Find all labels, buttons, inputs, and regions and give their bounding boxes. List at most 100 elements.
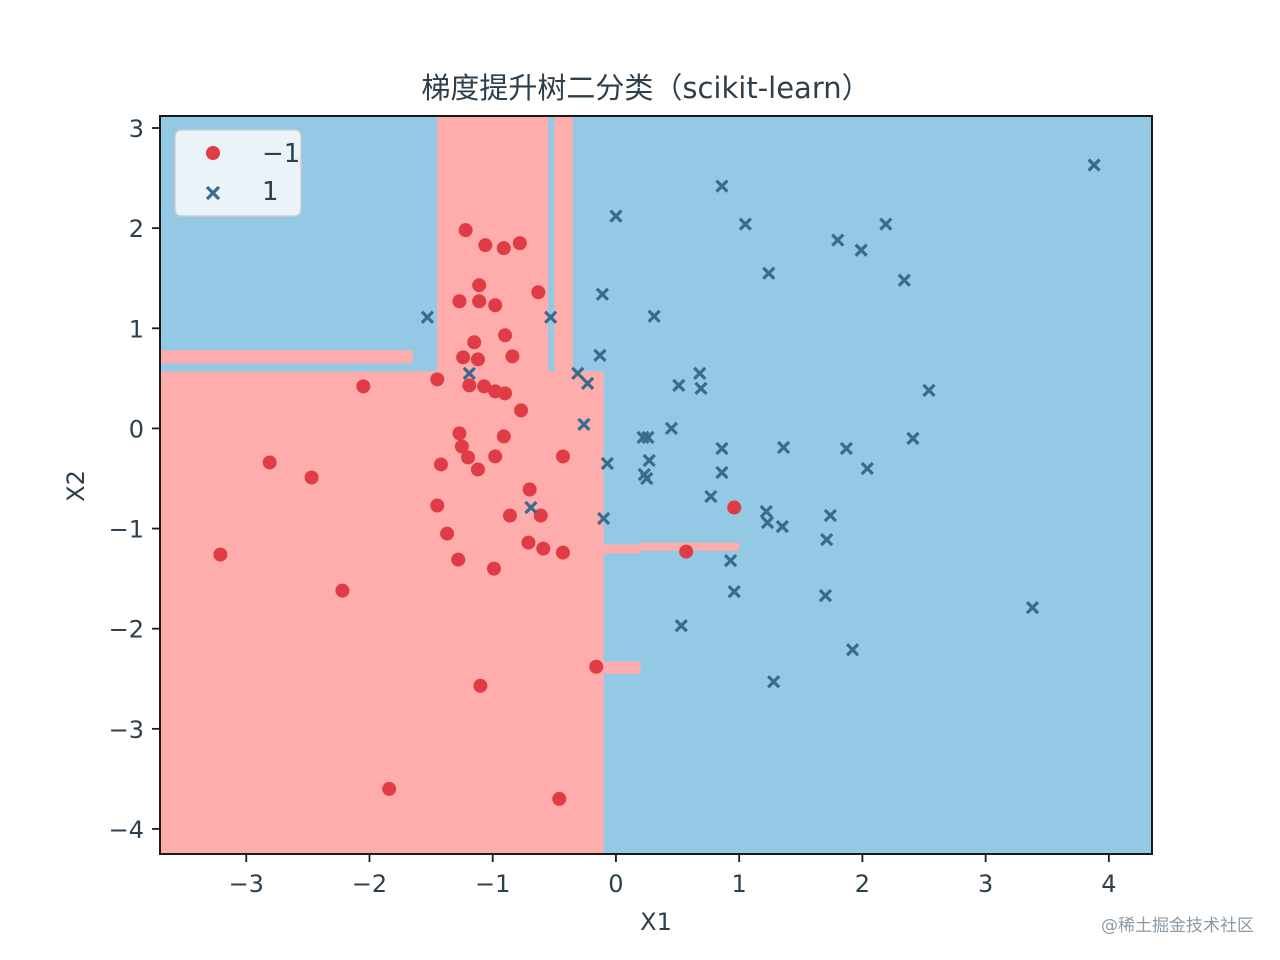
point-class-1	[879, 217, 893, 231]
x-tick-label: −1	[475, 870, 510, 898]
point-class-neg1	[531, 285, 546, 300]
point-class-neg1	[473, 678, 488, 693]
x-axis-label: X1	[640, 908, 672, 936]
point-class-neg1	[472, 294, 487, 309]
point-class-1	[760, 515, 775, 530]
point-class-neg1	[536, 541, 551, 556]
point-class-1	[609, 209, 623, 223]
x-tick-label: 0	[608, 870, 623, 898]
decision-regions	[160, 116, 1152, 854]
point-class-neg1	[430, 498, 445, 513]
point-class-1	[641, 430, 655, 445]
point-class-1	[642, 453, 656, 468]
point-class-neg1	[505, 349, 520, 364]
point-class-1	[664, 421, 679, 436]
point-class-neg1	[522, 482, 537, 497]
point-class-1	[860, 461, 874, 476]
point-class-1	[818, 589, 833, 603]
point-class-1	[715, 465, 729, 480]
point-class-neg1	[467, 335, 482, 350]
x-axis-ticks: −3 −2 −1 0 1 2 3 4	[229, 854, 1117, 898]
point-class-1	[759, 504, 773, 519]
point-class-1	[640, 471, 654, 486]
x-tick-label: 4	[1101, 870, 1116, 898]
point-class-neg1	[514, 403, 529, 418]
point-class-neg1	[458, 223, 473, 238]
legend-label-pos: 1	[262, 177, 279, 207]
x-tick-label: 3	[978, 870, 993, 898]
point-class-neg1	[452, 294, 467, 309]
point-class-1	[674, 619, 688, 633]
point-class-1	[693, 366, 707, 380]
point-class-1	[462, 366, 476, 380]
point-class-1	[823, 508, 838, 523]
point-class-neg1	[552, 791, 567, 806]
point-class-1	[596, 511, 611, 526]
point-class-neg1	[430, 372, 445, 387]
legend-label-neg: −1	[262, 139, 300, 169]
region-class-neg1	[437, 116, 549, 372]
point-class-1	[738, 217, 752, 231]
scatter-points	[213, 158, 1101, 806]
point-class-1	[524, 500, 538, 515]
region-class-neg1	[572, 501, 604, 549]
point-class-1	[580, 376, 595, 390]
point-class-1	[831, 233, 845, 247]
point-class-neg1	[470, 352, 485, 367]
legend-marker-x	[205, 185, 221, 201]
point-class-neg1	[472, 278, 487, 293]
region-class-neg1	[603, 661, 641, 674]
point-class-neg1	[262, 455, 277, 470]
point-class-1	[647, 309, 661, 323]
point-class-neg1	[356, 379, 371, 394]
point-class-1	[600, 456, 614, 471]
point-class-neg1	[478, 238, 493, 253]
point-class-neg1	[454, 439, 469, 454]
point-class-neg1	[555, 449, 570, 464]
point-class-neg1	[477, 379, 492, 394]
point-class-neg1	[462, 378, 477, 393]
point-class-1	[727, 585, 741, 599]
point-class-1	[593, 348, 607, 362]
point-class-1	[845, 643, 860, 657]
point-class-neg1	[456, 350, 471, 365]
point-class-1	[420, 310, 435, 324]
point-class-neg1	[488, 449, 503, 464]
point-class-1	[775, 519, 789, 534]
point-class-1	[839, 441, 854, 456]
point-class-neg1	[521, 535, 536, 550]
x-tick-label: 2	[855, 870, 870, 898]
point-class-neg1	[213, 547, 228, 562]
y-tick-label: −4	[109, 816, 144, 844]
point-class-neg1	[555, 545, 570, 560]
point-class-1	[704, 489, 718, 504]
point-class-1	[577, 417, 591, 432]
point-class-1	[1025, 601, 1040, 615]
y-axis-label: X2	[62, 470, 90, 502]
point-class-1	[922, 383, 936, 398]
point-class-neg1	[451, 552, 466, 567]
point-class-neg1	[727, 500, 742, 515]
y-tick-label: 3	[129, 115, 144, 143]
x-tick-label: 1	[732, 870, 747, 898]
region-class-neg1	[548, 371, 555, 484]
legend: −1 1	[174, 129, 302, 217]
y-tick-label: 2	[129, 215, 144, 243]
y-tick-label: 1	[129, 315, 144, 343]
point-class-neg1	[382, 781, 397, 796]
x-tick-label: −2	[352, 870, 387, 898]
point-class-1	[636, 430, 650, 445]
watermark: @稀土掘金技术社区	[1101, 916, 1254, 936]
point-class-1	[906, 431, 920, 446]
point-class-1	[897, 273, 911, 287]
region-class-neg1	[603, 544, 641, 554]
region-class-neg1	[160, 371, 604, 854]
point-class-neg1	[488, 298, 503, 313]
point-class-1	[776, 440, 791, 455]
point-class-neg1	[496, 241, 511, 256]
point-class-1	[762, 266, 776, 280]
point-class-1	[672, 378, 686, 392]
region-class-neg1	[160, 350, 413, 364]
y-tick-label: −2	[109, 616, 144, 644]
